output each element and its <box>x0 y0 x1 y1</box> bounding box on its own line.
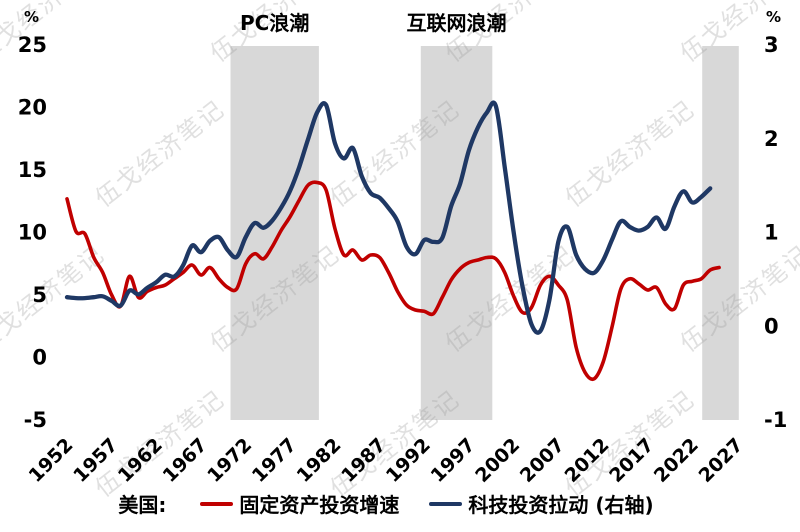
y-axis-right-tick-label: 0 <box>764 314 779 338</box>
band-title: PC浪潮 <box>240 11 309 35</box>
y-axis-right-tick-label: 2 <box>764 127 779 151</box>
series-line-tech-investment <box>64 100 713 335</box>
watermark-text: 伍戈经济笔记 <box>0 0 110 68</box>
y-axis-left-tick-label: 15 <box>18 158 47 182</box>
y-axis-left-tick-label: 5 <box>32 283 47 307</box>
x-axis-tick-label: 2002 <box>471 434 524 487</box>
highlight-band <box>702 46 739 420</box>
y-axis-left-unit: % <box>24 8 39 26</box>
highlight-bands-layer <box>230 46 739 420</box>
x-axis-tick-label: 1977 <box>248 434 301 487</box>
y-axis-right-tick-label: 3 <box>764 33 779 57</box>
legend: 美国: 固定资产投资增速 科技投资拉动 (右轴) <box>0 489 786 518</box>
band-title: 互联网浪潮 <box>407 11 507 35</box>
y-axis-left-tick-label: -5 <box>24 408 47 432</box>
x-axis-tick-label: 2022 <box>650 434 703 487</box>
watermark-text: 伍戈经济笔记 <box>795 95 800 213</box>
y-axis-right-tick-label: -1 <box>764 408 787 432</box>
legend-item-tech-investment: 科技投资拉动 (右轴) <box>429 489 654 518</box>
legend-item-fixed-investment: 固定资产投资增速 <box>200 489 399 518</box>
highlight-band <box>420 46 493 420</box>
x-axis-tick-label: 1952 <box>25 434 78 487</box>
x-axis-tick-label: 1997 <box>427 434 480 487</box>
legend-region-label: 美国: <box>118 493 167 517</box>
y-axis-left-tick-label: 0 <box>32 346 47 370</box>
x-axis-tick-label: 1972 <box>203 434 256 487</box>
watermark-text: 伍戈经济笔记 <box>795 385 800 503</box>
legend-line-swatch-blue <box>429 501 463 506</box>
watermark-text: 伍戈经济笔记 <box>90 95 230 213</box>
series-layer <box>64 100 721 382</box>
legend-label-tech-investment: 科技投资拉动 (右轴) <box>468 493 654 517</box>
y-axis-left-tick-label: 10 <box>18 221 47 245</box>
y-axis-right-unit: % <box>766 8 781 26</box>
y-axis-left-tick-label: 25 <box>18 33 47 57</box>
legend-label-fixed-investment: 固定资产投资增速 <box>239 493 400 517</box>
y-axis-right-tick-label: 1 <box>764 221 779 245</box>
legend-line-swatch-red <box>200 501 234 506</box>
y-axis-left-tick-label: 20 <box>18 96 47 120</box>
highlight-band <box>230 46 319 420</box>
x-axis-tick-label: 2027 <box>695 434 748 487</box>
